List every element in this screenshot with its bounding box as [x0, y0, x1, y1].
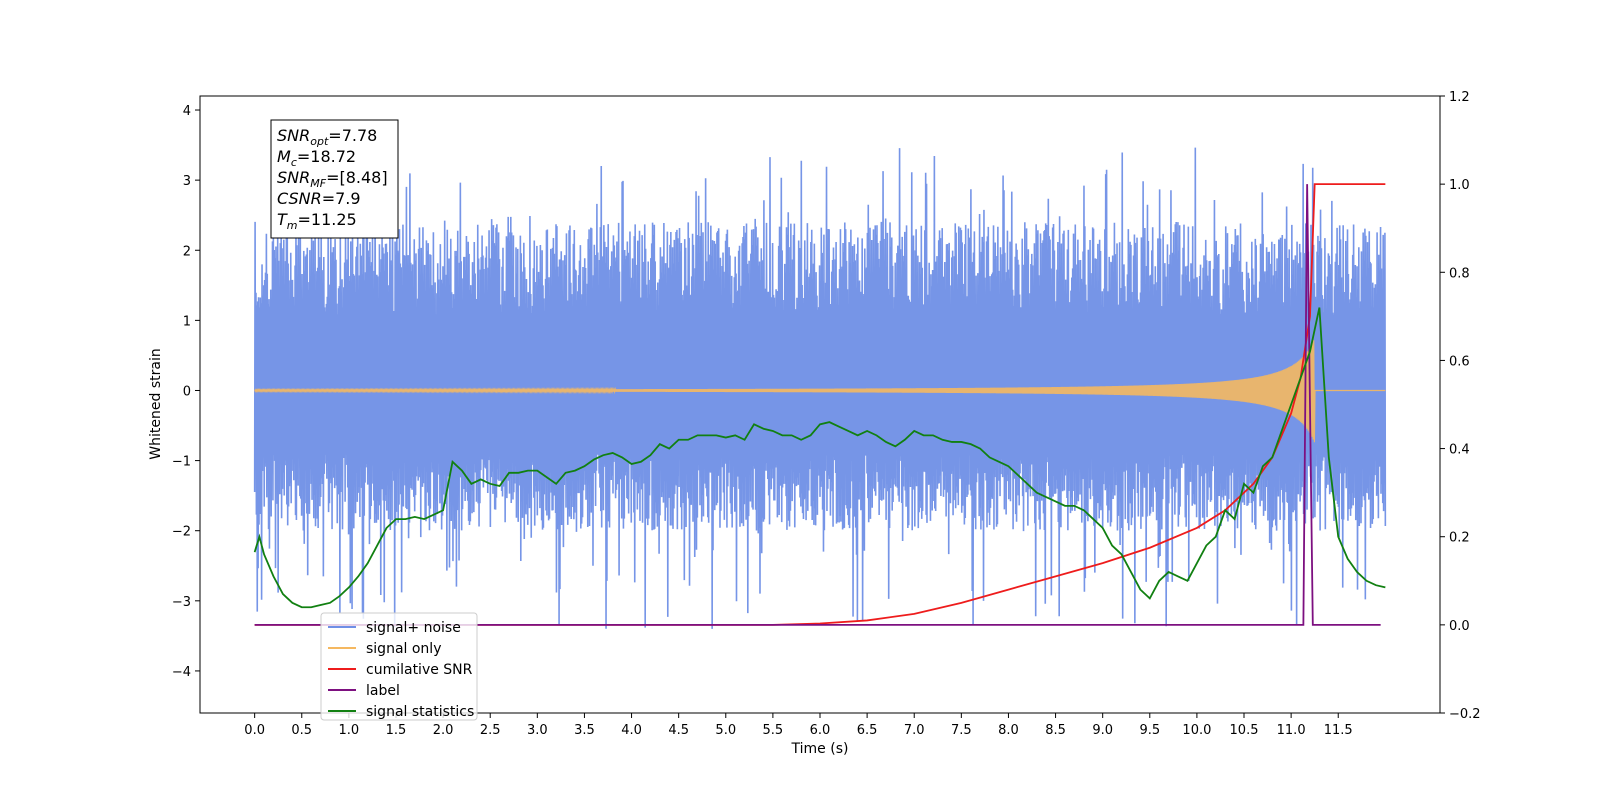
x-tick-label: 8.5	[1045, 723, 1066, 738]
x-tick-label: 2.0	[433, 723, 454, 738]
x-tick-label: 3.0	[527, 723, 548, 738]
x-tick-label: 4.5	[668, 723, 689, 738]
x-tick-label: 6.5	[857, 723, 878, 738]
x-tick-label: 1.0	[339, 723, 360, 738]
x-tick-label: 2.5	[480, 723, 501, 738]
x-tick-label: 7.0	[904, 723, 925, 738]
x-tick-label: 5.0	[715, 723, 736, 738]
y-left-tick-label: −2	[172, 525, 191, 540]
x-tick-label: 0.5	[291, 723, 312, 738]
x-tick-label: 1.5	[386, 723, 407, 738]
signal-noise-layer	[253, 147, 1387, 629]
y-left-tick-label: 3	[183, 174, 191, 189]
x-tick-label: 10.0	[1182, 723, 1211, 738]
y-left-tick-label: 2	[183, 244, 191, 259]
x-tick-label: 8.0	[998, 723, 1019, 738]
legend-label: signal+ noise	[366, 620, 461, 636]
x-tick-label: 11.0	[1277, 723, 1306, 738]
x-tick-label: 9.0	[1092, 723, 1113, 738]
x-tick-label: 3.5	[574, 723, 595, 738]
right-axis-series-layer	[253, 183, 1386, 626]
info-line: SNRopt=7.78	[277, 126, 377, 148]
y-right-tick-label: 0.8	[1449, 266, 1470, 281]
y-left-tick-label: −3	[172, 595, 191, 610]
x-tick-label: 4.0	[621, 723, 642, 738]
x-tick-label: 0.0	[244, 723, 265, 738]
info-line: SNRMF=[8.48]	[277, 168, 388, 190]
x-tick-label: 7.5	[951, 723, 972, 738]
x-tick-label: 5.5	[763, 723, 784, 738]
y-right-tick-label: 1.2	[1449, 90, 1470, 105]
info-line: CSNR=7.9	[277, 189, 361, 208]
series-label	[254, 184, 1381, 626]
y-right-tick-label: 0.4	[1449, 443, 1470, 458]
legend-frame	[320, 612, 478, 721]
y-left-tick-label: 1	[183, 314, 191, 329]
series-signal-noise	[253, 147, 1387, 629]
legend-label: cumilative SNR	[366, 662, 473, 678]
series-signal-statistics	[253, 307, 1386, 609]
legend-label: label	[366, 683, 400, 699]
y-axis-right-ticks: −0.2 0.0 0.2 0.4 0.6 0.8 1.0 1.2	[1440, 90, 1481, 722]
y-right-tick-label: 0.0	[1449, 619, 1470, 634]
info-box-frame	[270, 119, 399, 239]
legend: signal+ noise signal only cumilative SNR la…	[320, 612, 478, 721]
x-tick-label: 6.0	[810, 723, 831, 738]
x-tick-label: 11.5	[1324, 723, 1353, 738]
legend-label: signal only	[366, 641, 441, 657]
signal-only-layer	[254, 340, 1386, 443]
y-left-tick-label: −4	[172, 665, 191, 680]
legend-label: signal statistics	[366, 704, 474, 720]
y-axis-left-label: Whitened strain	[148, 348, 164, 459]
series-signal-only	[254, 340, 1386, 443]
y-right-tick-label: 0.2	[1449, 531, 1470, 546]
x-axis-ticks: 0.0 0.5 1.0 1.5 2.0 2.5 3.0 3.5 4.0 4.5 5.0 5.5 6.0 6…	[244, 713, 1353, 738]
y-right-tick-label: 0.6	[1449, 354, 1470, 369]
x-tick-label: 10.5	[1230, 723, 1259, 738]
y-axis-left-ticks: −4 −3 −2 −1 0 1 2 3 4	[172, 104, 200, 680]
info-line: Tm=11.25	[277, 210, 357, 232]
y-right-tick-label: −0.2	[1449, 707, 1481, 722]
y-left-tick-label: −1	[172, 455, 191, 470]
y-left-tick-label: 0	[183, 384, 191, 399]
y-right-tick-label: 1.0	[1449, 178, 1470, 193]
y-left-tick-label: 4	[183, 104, 191, 119]
info-line: Mc=18.72	[277, 147, 356, 169]
x-tick-label: 9.5	[1139, 723, 1160, 738]
x-axis-label: Time (s)	[791, 741, 849, 757]
